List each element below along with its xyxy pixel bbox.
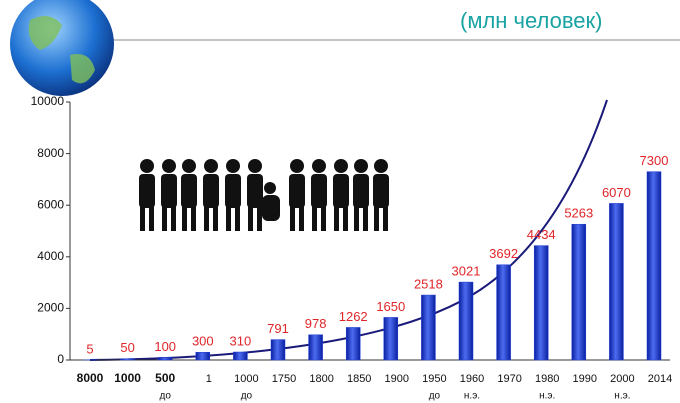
bar <box>384 317 398 360</box>
value-label: 6070 <box>602 185 631 200</box>
x-sub-label: до <box>241 391 253 402</box>
y-tick-label: 10000 <box>31 94 65 108</box>
x-tick-label: 500 <box>155 371 175 385</box>
bar <box>271 340 285 360</box>
x-tick-label: 2000 <box>610 373 634 385</box>
value-label: 5 <box>86 341 93 356</box>
value-label: 3021 <box>452 263 481 278</box>
bar <box>309 335 323 360</box>
bar <box>158 357 172 360</box>
chart: (млн человек) 0 2000 4000 6000 8000 10000 5 800… <box>0 0 680 403</box>
globe-icon <box>10 0 114 96</box>
value-label: 310 <box>230 333 252 348</box>
bar <box>497 265 511 360</box>
y-tick-label: 4000 <box>37 249 64 263</box>
y-tick-label: 2000 <box>37 301 64 315</box>
x-tick-label: 1000 <box>234 373 258 385</box>
value-label: 1650 <box>376 299 405 314</box>
chart-title: (млн человек) <box>460 8 602 33</box>
x-tick-label: 1000 <box>114 371 141 385</box>
value-label: 2518 <box>414 276 443 291</box>
bar <box>572 224 586 360</box>
bar <box>121 359 135 360</box>
value-label: 4434 <box>527 227 556 242</box>
x-sub-label: н.э. <box>539 391 555 402</box>
bar <box>346 327 360 360</box>
x-sub-label: до <box>159 391 171 402</box>
x-sub-label: н.э. <box>464 391 480 402</box>
value-label: 7300 <box>640 153 669 168</box>
y-tick-label: 0 <box>57 352 64 366</box>
bar <box>609 203 623 360</box>
value-label: 1262 <box>339 309 368 324</box>
bar <box>196 352 210 360</box>
value-label: 5263 <box>564 206 593 221</box>
bar <box>647 172 661 360</box>
x-tick-label: 1750 <box>272 373 296 385</box>
x-tick-label: 1850 <box>347 373 371 385</box>
x-tick-label: 1980 <box>535 373 559 385</box>
value-label: 3692 <box>489 246 518 261</box>
value-label: 50 <box>120 340 134 355</box>
x-sub-label: н.э. <box>614 391 630 402</box>
people-silhouettes <box>139 159 389 231</box>
x-tick-label: 1960 <box>460 373 484 385</box>
value-label: 100 <box>154 339 176 354</box>
value-label: 978 <box>305 316 327 331</box>
x-tick-label: 8000 <box>77 371 104 385</box>
bar <box>421 295 435 360</box>
bar <box>459 282 473 360</box>
y-tick-label: 6000 <box>37 197 64 211</box>
x-tick-label: 1970 <box>497 373 521 385</box>
x-tick-label: 1800 <box>309 373 333 385</box>
bar <box>534 246 548 360</box>
x-tick-label: 1 <box>206 373 212 385</box>
bar <box>233 352 247 360</box>
value-label: 300 <box>192 334 214 349</box>
x-sub-label: до <box>429 391 441 402</box>
x-tick-label: 1950 <box>422 373 446 385</box>
x-tick-label: 1900 <box>385 373 409 385</box>
x-tick-label: 1990 <box>573 373 597 385</box>
value-label: 791 <box>267 321 289 336</box>
y-tick-label: 8000 <box>37 146 64 160</box>
x-tick-label: 2014 <box>648 373 672 385</box>
